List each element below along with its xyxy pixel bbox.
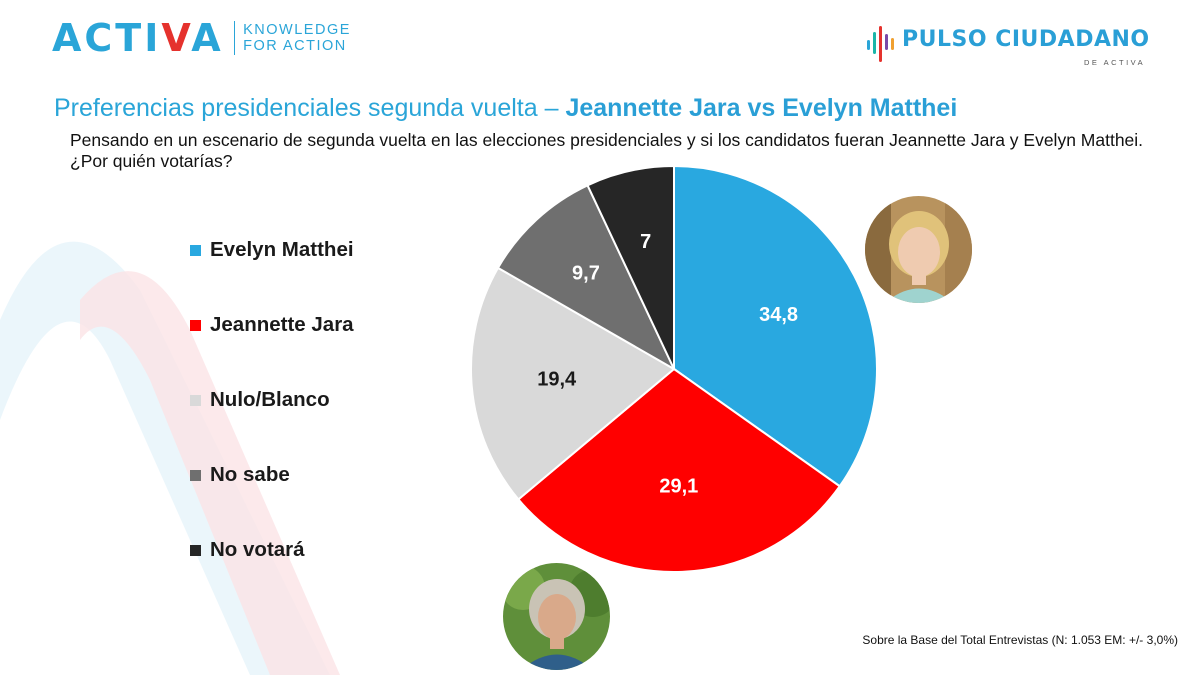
pulso-ciudadano-logo: PULSO CIUDADANO DE ACTIVA	[866, 20, 1166, 70]
portrait-icon	[865, 196, 972, 303]
activa-wordmark: ACTIVA	[52, 16, 224, 60]
pulso-sub: DE ACTIVA	[1084, 58, 1146, 67]
data-label: 7	[640, 231, 651, 253]
legend-swatch	[190, 244, 201, 256]
legend-label: No sabe	[210, 463, 290, 486]
survey-question: Pensando en un escenario de segunda vuel…	[70, 130, 1144, 171]
pulso-name: PULSO CIUDADANO	[902, 27, 1150, 52]
data-label: 19,4	[537, 368, 577, 390]
legend-item-nulo-blanco: Nulo/Blanco	[190, 388, 330, 412]
jeannette-jara-photo	[503, 563, 610, 670]
pie-slice-evelyn-matthei	[673, 164, 878, 488]
evelyn-matthei-photo	[865, 196, 972, 303]
legend-item-no-sabe: No sabe	[190, 463, 290, 487]
activa-tagline: KNOWLEDGE FOR ACTION	[243, 22, 351, 54]
data-label: 9,7	[572, 262, 600, 284]
activa-logo: ACTIVA KNOWLEDGE FOR ACTION	[52, 18, 351, 58]
logo-separator	[233, 21, 236, 55]
footnote: Sobre la Base del Total Entrevistas (N: …	[862, 633, 1178, 647]
header: ACTIVA KNOWLEDGE FOR ACTION PULSO CIUDAD…	[0, 0, 1200, 90]
data-label: 29,1	[659, 476, 698, 498]
legend-label: Jeannette Jara	[210, 313, 354, 336]
legend-item-jeannette-jara: Jeannette Jara	[190, 313, 354, 337]
pie-slice-nulo-blanco	[470, 266, 676, 501]
legend-swatch	[190, 544, 201, 556]
legend-label: Evelyn Matthei	[210, 238, 354, 261]
pie-slice-no-votar-	[586, 164, 675, 370]
legend-swatch	[190, 469, 201, 481]
data-label: 34,8	[759, 304, 798, 326]
portrait-icon	[503, 563, 610, 670]
legend-swatch	[190, 394, 201, 406]
legend-swatch	[190, 319, 201, 331]
pie-slice-jeannette-jara	[516, 367, 842, 573]
legend-item-no-votara: No votará	[190, 538, 305, 562]
legend-item-evelyn-matthei: Evelyn Matthei	[190, 238, 354, 262]
pie-slice-no-sabe	[496, 183, 677, 372]
legend-label: No votará	[210, 538, 305, 561]
pulse-bars-icon	[867, 26, 894, 62]
legend-label: Nulo/Blanco	[210, 388, 330, 411]
chart-title: Preferencias presidenciales segunda vuel…	[54, 94, 958, 122]
